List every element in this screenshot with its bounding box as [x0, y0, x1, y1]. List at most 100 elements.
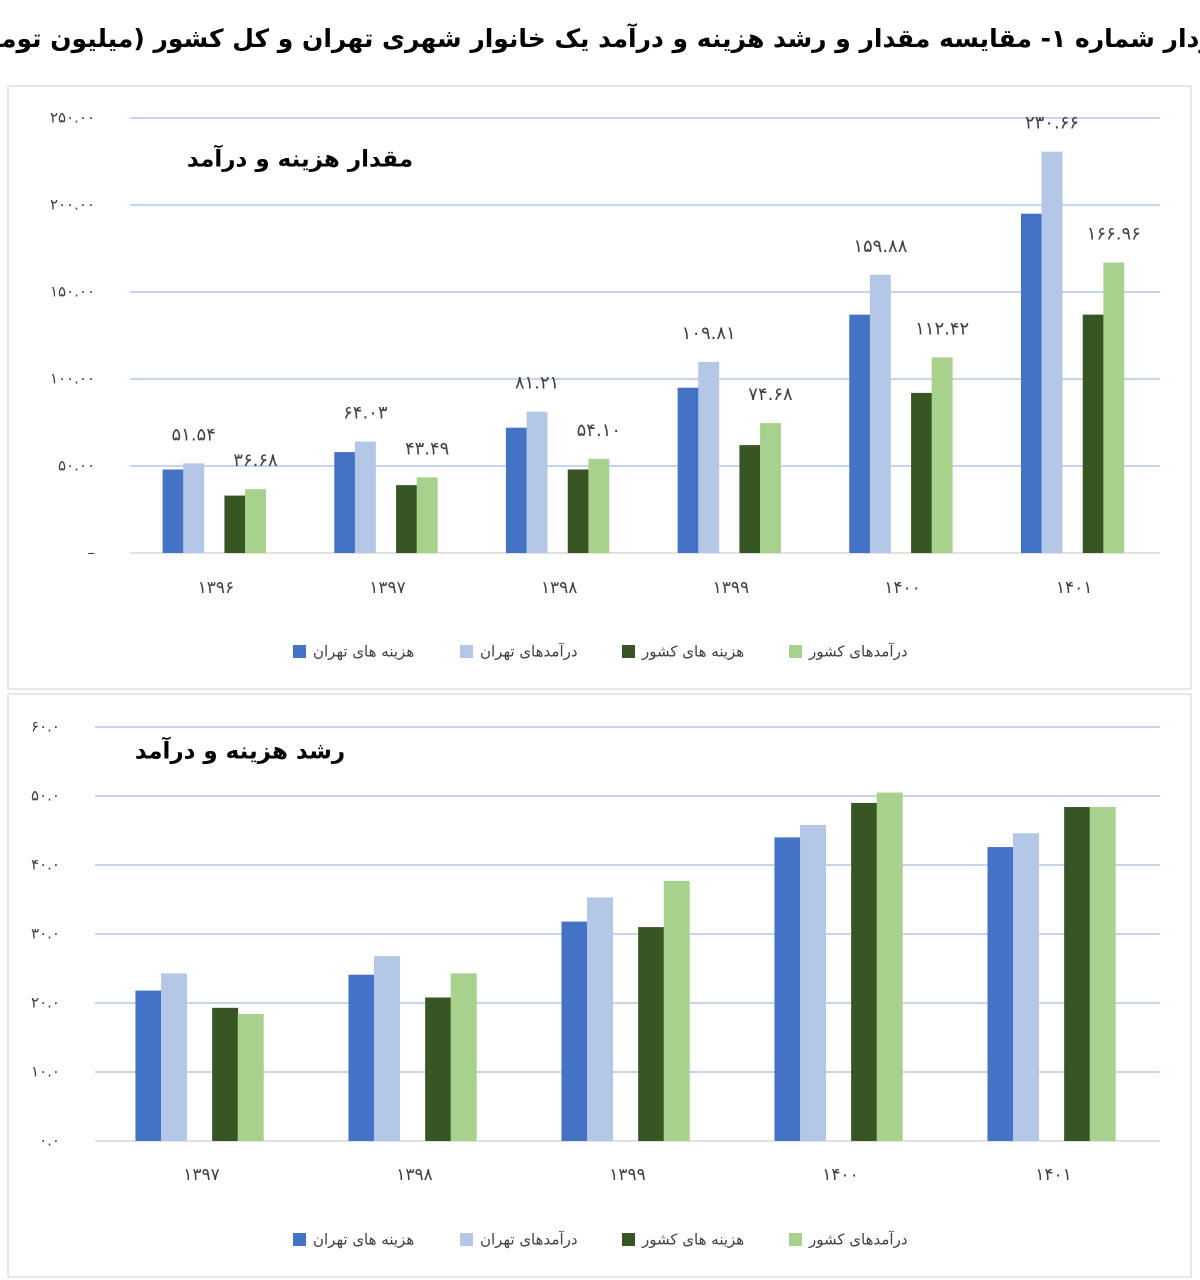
- bar: [1089, 807, 1116, 1141]
- bar: [1013, 833, 1040, 1141]
- y-tick-label: ۵۰.۰۰: [58, 457, 95, 475]
- y-tick-label: ۲۰.۰: [31, 994, 60, 1012]
- bar: [561, 921, 588, 1141]
- legend-label: هزینه های تهران: [313, 1231, 414, 1249]
- legend-swatch: [622, 645, 635, 658]
- bar: [987, 847, 1014, 1141]
- chart-title: رشد هزینه و درآمد: [135, 736, 345, 765]
- bar: [334, 452, 356, 553]
- bar: [587, 897, 614, 1141]
- y-tick-label: ۲۰۰.۰۰: [50, 196, 95, 214]
- legend-label: درآمدهای کشور: [808, 1231, 908, 1249]
- y-tick-label: ۵۰.۰: [31, 787, 60, 805]
- bar: [224, 495, 246, 553]
- legend-swatch: [460, 645, 473, 658]
- bar: [354, 441, 376, 553]
- data-label: ۶۴.۰۳: [343, 403, 388, 424]
- chart-panel: [7, 693, 1192, 1278]
- bar: [450, 973, 477, 1141]
- x-tick-label: ۱۳۹۷: [369, 578, 406, 598]
- x-tick-label: ۱۴۰۰: [884, 578, 921, 598]
- data-label: ۲۳۰.۶۶: [1025, 113, 1079, 134]
- bar: [237, 1014, 264, 1141]
- bar: [567, 469, 589, 553]
- y-tick-label: ۱۰.۰: [31, 1063, 60, 1081]
- bar: [425, 997, 452, 1141]
- bar: [876, 792, 903, 1141]
- x-tick-label: ۱۴۰۱: [1035, 1165, 1072, 1185]
- bar: [760, 423, 781, 553]
- data-label: ۳۶.۶۸: [233, 450, 278, 471]
- data-label: ۱۰۹.۸۱: [682, 323, 736, 344]
- data-label: ۵۴.۱۰: [577, 420, 621, 441]
- legend-label: هزینه های تهران: [313, 643, 414, 661]
- bar: [1064, 807, 1091, 1141]
- x-tick-label: ۱۳۹۶: [198, 578, 235, 598]
- bar: [374, 956, 401, 1141]
- legend-swatch: [293, 645, 306, 658]
- y-tick-label: ۲۵۰.۰۰: [50, 109, 95, 127]
- data-label: ۵۱.۵۴: [171, 424, 215, 445]
- bar: [677, 387, 699, 553]
- page-title: نمودار شماره ۱- مقایسه مقدار و رشد هزینه…: [0, 23, 1200, 54]
- bar: [212, 1007, 239, 1141]
- bar: [183, 463, 205, 553]
- x-tick-label: ۱۳۹۷: [183, 1165, 220, 1185]
- legend-label: درآمدهای تهران: [480, 643, 578, 661]
- chart-title: مقدار هزینه و درآمد: [187, 144, 413, 173]
- y-tick-label: ۱۵۰.۰۰: [50, 283, 95, 301]
- legend-swatch: [789, 1233, 802, 1246]
- x-tick-label: ۱۳۹۹: [609, 1165, 646, 1185]
- y-tick-label: –: [88, 544, 96, 562]
- legend-label: هزینه های کشور: [641, 643, 744, 661]
- y-tick-label: ۴۰.۰: [31, 856, 60, 874]
- legend-label: هزینه های کشور: [641, 1231, 744, 1249]
- bar: [931, 357, 953, 553]
- y-tick-label: ۳۰.۰: [31, 925, 60, 943]
- legend-swatch: [789, 645, 802, 658]
- bar: [698, 361, 720, 553]
- x-tick-label: ۱۴۰۰: [822, 1165, 859, 1185]
- bar: [739, 445, 761, 553]
- bar: [663, 880, 690, 1141]
- x-tick-label: ۱۳۹۸: [396, 1165, 433, 1185]
- bar: [851, 802, 878, 1141]
- data-label: ۸۱.۲۱: [515, 373, 559, 394]
- legend-label: درآمدهای کشور: [808, 643, 908, 661]
- bar: [1103, 262, 1125, 553]
- x-tick-label: ۱۳۹۹: [713, 578, 750, 598]
- bar: [588, 458, 610, 553]
- y-tick-label: ۱۰۰.۰۰: [50, 370, 95, 388]
- data-label: ۱۱۲.۴۲: [915, 318, 969, 339]
- bar: [245, 489, 266, 553]
- legend-label: درآمدهای تهران: [480, 1231, 578, 1249]
- legend-swatch: [293, 1233, 306, 1246]
- y-tick-label: ۶۰.۰: [31, 718, 60, 736]
- bar: [1020, 213, 1042, 553]
- bar: [526, 411, 548, 553]
- bar: [1041, 151, 1063, 553]
- bar: [911, 392, 933, 553]
- bar: [135, 990, 162, 1141]
- data-label: ۷۴.۶۸: [748, 384, 793, 405]
- bar: [849, 314, 871, 553]
- bar: [800, 824, 827, 1141]
- data-label: ۴۳.۴۹: [405, 438, 449, 459]
- bar: [1082, 314, 1104, 553]
- bar: [638, 927, 665, 1141]
- legend-swatch: [622, 1233, 635, 1246]
- x-tick-label: ۱۳۹۸: [541, 578, 578, 598]
- data-label: ۱۶۶.۹۶: [1087, 223, 1141, 244]
- legend-swatch: [460, 1233, 473, 1246]
- y-tick-label: ۰.۰: [39, 1132, 60, 1150]
- bar: [774, 837, 801, 1141]
- bar: [505, 427, 527, 553]
- bar: [869, 274, 891, 553]
- data-label: ۱۵۹.۸۸: [853, 236, 907, 257]
- bar: [416, 477, 438, 553]
- bar: [396, 485, 418, 553]
- chart-panel: [7, 85, 1192, 690]
